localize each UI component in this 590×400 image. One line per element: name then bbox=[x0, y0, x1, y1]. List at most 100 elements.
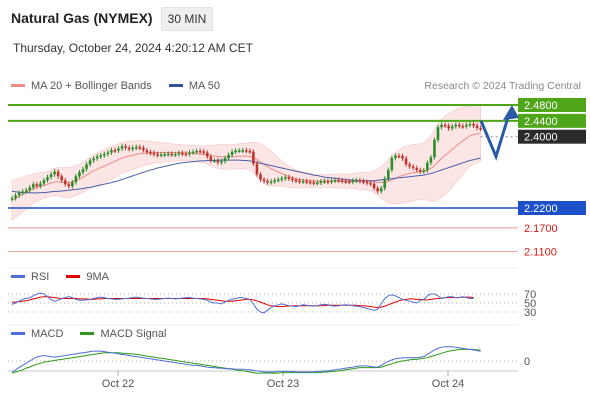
candle-body bbox=[369, 183, 372, 185]
rsi-level-label: 30 bbox=[524, 307, 536, 319]
candles bbox=[10, 121, 482, 202]
candle-body bbox=[95, 156, 99, 159]
rsi-level-label: 70 bbox=[524, 289, 536, 301]
macd-legend: MACD MACD Signal bbox=[11, 328, 180, 340]
candle-body bbox=[426, 162, 429, 171]
candle-body bbox=[227, 154, 230, 159]
candle-body bbox=[362, 181, 365, 183]
candle-body bbox=[81, 169, 85, 173]
candle-body bbox=[454, 124, 458, 127]
rsi-line bbox=[11, 292, 474, 314]
candle-body bbox=[458, 124, 461, 127]
candle-body bbox=[351, 180, 355, 183]
candle-body bbox=[174, 154, 177, 156]
legend-ma50-label: MA 50 bbox=[188, 80, 221, 92]
candle-body bbox=[117, 148, 120, 151]
candle-body bbox=[142, 147, 145, 151]
candle-body bbox=[17, 192, 21, 196]
candle-body bbox=[337, 179, 340, 182]
projection-arrow-head bbox=[503, 105, 519, 120]
candle-body bbox=[230, 151, 234, 155]
legend-swatch-rsi bbox=[11, 274, 25, 278]
candle-body bbox=[312, 182, 316, 184]
candle-body bbox=[32, 184, 35, 188]
chart-header: Natural Gas (NYMEX) 30 MIN bbox=[0, 0, 590, 36]
candle-body bbox=[49, 174, 53, 178]
candle-body bbox=[138, 146, 142, 149]
timeframe-button[interactable]: 30 MIN bbox=[161, 7, 213, 31]
candle-body bbox=[316, 182, 319, 185]
candle-body bbox=[46, 177, 49, 181]
legend-ma20-bollinger: MA 20 + Bollinger Bands bbox=[11, 80, 152, 92]
candle-body bbox=[127, 147, 131, 150]
resistance-label-box bbox=[518, 98, 586, 112]
candle-body bbox=[67, 184, 71, 187]
candle-body bbox=[429, 157, 433, 163]
legend-swatch-ma20 bbox=[11, 83, 25, 87]
candle-body bbox=[63, 180, 67, 185]
candle-body bbox=[340, 180, 344, 182]
candle-body bbox=[404, 158, 408, 165]
candle-body bbox=[440, 124, 443, 128]
legend-macd-signal: MACD Signal bbox=[80, 328, 166, 340]
candle-body bbox=[60, 176, 63, 181]
candle-body bbox=[170, 153, 174, 156]
minor-support-label: 2.1100 bbox=[524, 247, 557, 259]
candle-body bbox=[24, 190, 28, 192]
candle-body bbox=[166, 153, 170, 156]
candle-body bbox=[110, 150, 113, 153]
resistance-label: 2.4800 bbox=[524, 100, 558, 112]
candle-body bbox=[333, 179, 337, 182]
candle-body bbox=[450, 126, 454, 129]
candle-body bbox=[205, 152, 209, 157]
candle-body bbox=[213, 160, 216, 162]
candle-body bbox=[184, 153, 188, 156]
candle-body bbox=[465, 124, 468, 127]
candle-body bbox=[14, 195, 17, 199]
candle-body bbox=[418, 169, 422, 172]
candle-body bbox=[216, 160, 220, 163]
candle-body bbox=[298, 180, 301, 183]
candle-body bbox=[319, 181, 323, 183]
ma50-line bbox=[11, 157, 481, 194]
candle-body bbox=[245, 150, 248, 152]
legend-ma20-label: MA 20 + Bollinger Bands bbox=[31, 80, 152, 92]
candle-body bbox=[53, 171, 56, 175]
candle-body bbox=[113, 150, 117, 152]
x-tick-label: Oct 23 bbox=[267, 378, 299, 390]
candle-body bbox=[273, 180, 276, 182]
last-price-label: 2.4000 bbox=[524, 132, 558, 144]
candle-body bbox=[237, 150, 241, 153]
candle-body bbox=[447, 125, 450, 129]
candle-body bbox=[347, 181, 351, 183]
candle-body bbox=[88, 160, 92, 165]
candle-body bbox=[330, 180, 333, 183]
candle-body bbox=[276, 179, 280, 181]
candle-body bbox=[156, 154, 159, 156]
candle-body bbox=[191, 151, 195, 154]
candle-body bbox=[383, 178, 387, 189]
candle-body bbox=[344, 181, 347, 183]
candle-body bbox=[379, 188, 383, 192]
macd-level-label: 0 bbox=[524, 356, 530, 368]
candle-body bbox=[305, 181, 308, 183]
legend-9ma-label: 9MA bbox=[86, 271, 110, 283]
legend-rsi-label: RSI bbox=[31, 271, 50, 283]
candle-body bbox=[262, 179, 266, 182]
macd-line bbox=[11, 346, 481, 373]
macd-signal-line bbox=[11, 348, 481, 374]
candle-body bbox=[220, 161, 223, 163]
candle-body bbox=[248, 150, 252, 153]
candle-body bbox=[280, 178, 284, 180]
candle-body bbox=[475, 125, 479, 128]
candle-body bbox=[326, 181, 330, 183]
candle-body bbox=[266, 181, 269, 183]
candle-body bbox=[145, 150, 149, 153]
candle-body bbox=[149, 152, 152, 154]
candle-body bbox=[78, 172, 81, 177]
legend-swatch-macd bbox=[11, 331, 25, 335]
candle-body bbox=[188, 152, 191, 155]
legend-ma50: MA 50 bbox=[168, 80, 221, 92]
candle-body bbox=[422, 170, 426, 172]
